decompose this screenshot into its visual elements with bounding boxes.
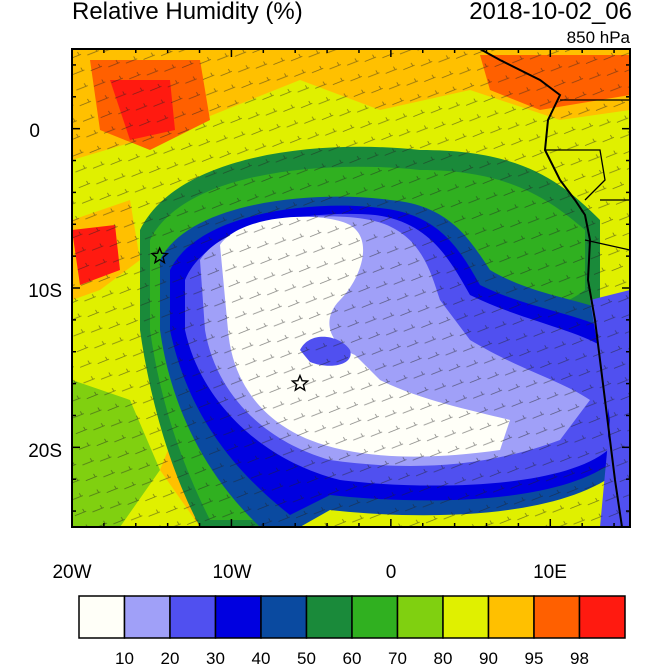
x-tick-20w: 20W [52, 562, 91, 583]
colorbar-label: 60 [343, 649, 362, 667]
colorbar-label: 80 [434, 649, 453, 667]
y-tick-0: 0 [29, 121, 40, 142]
colorbar-swatch [305, 595, 353, 639]
pressure-level-label: 850 hPa [566, 28, 630, 47]
colorbar-swatch [396, 595, 444, 639]
axis-ticks [71, 49, 630, 527]
colorbar-swatch [123, 595, 171, 639]
star-marker-west [150, 246, 170, 265]
colorbar-label: 95 [525, 649, 544, 667]
colorbar: 10 20 30 40 50 60 70 80 90 95 98 [78, 595, 626, 667]
colorbar-label: 20 [161, 649, 180, 667]
colorbar-label: 98 [570, 649, 589, 667]
colorbar-swatch [442, 595, 490, 639]
humidity-field [72, 49, 630, 527]
colorbar-label: 10 [115, 649, 134, 667]
y-tick-20s: 20S [28, 441, 62, 462]
colorbar-swatch [169, 595, 217, 639]
colorbar-swatch [78, 595, 126, 639]
colorbar-label: 40 [252, 649, 271, 667]
x-tick-10e: 10E [533, 562, 567, 583]
colorbar-label: 70 [388, 649, 407, 667]
map-title: Relative Humidity (%) [72, 0, 303, 25]
colorbar-swatch [260, 595, 308, 639]
star-marker-center [290, 373, 310, 392]
colorbar-swatch [351, 595, 399, 639]
colorbar-label: 90 [479, 649, 498, 667]
colorbar-swatch [214, 595, 262, 639]
colorbar-swatch [578, 595, 626, 639]
y-tick-10s: 10S [28, 281, 62, 302]
datetime-label: 2018-10-02_06 [469, 0, 632, 25]
colorbar-label: 30 [206, 649, 225, 667]
x-tick-10w: 10W [212, 562, 251, 583]
colorbar-swatch [487, 595, 535, 639]
x-tick-0: 0 [386, 562, 397, 583]
colorbar-label: 50 [297, 649, 316, 667]
colorbar-swatch [533, 595, 581, 639]
